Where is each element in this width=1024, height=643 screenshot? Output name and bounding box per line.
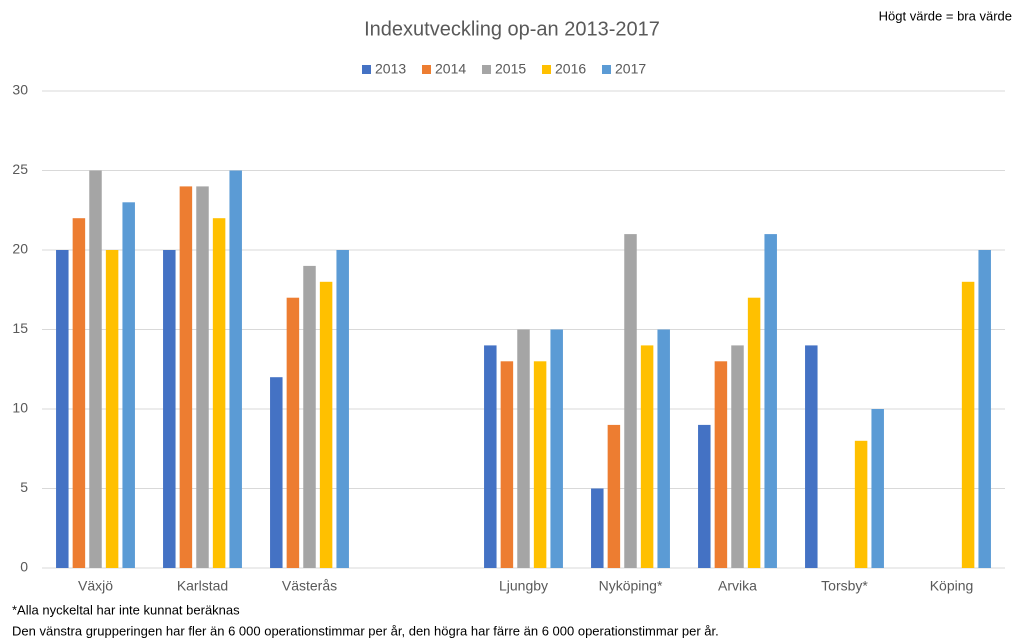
bar: [270, 377, 283, 568]
y-tick-label: 0: [20, 559, 28, 575]
bar: [624, 234, 637, 568]
legend-label: 2015: [495, 61, 526, 77]
bar: [533, 361, 547, 568]
annotation: Högt värde = bra värde: [879, 8, 1012, 23]
bar: [105, 250, 119, 568]
bar: [179, 186, 193, 568]
bar: [212, 218, 226, 568]
bar: [747, 297, 761, 568]
legend-swatch: [482, 65, 491, 74]
legend-label: 2013: [375, 61, 406, 77]
bar: [640, 345, 654, 568]
bar: [122, 202, 135, 569]
bar: [550, 329, 563, 568]
chart-title: Indexutveckling op-an 2013-2017: [364, 18, 660, 40]
bar: [336, 250, 349, 568]
bar: [319, 281, 333, 568]
legend-swatch: [362, 65, 371, 74]
bar: [517, 329, 530, 568]
legend-swatch: [602, 65, 611, 74]
bar: [607, 424, 621, 568]
bar: [871, 409, 884, 568]
bar: [286, 297, 300, 568]
footnote: Den vänstra grupperingen har fler än 6 0…: [12, 623, 719, 638]
x-tick-label: Växjö: [78, 578, 113, 594]
y-tick-label: 15: [12, 320, 28, 336]
bar: [978, 250, 991, 568]
legend-swatch: [542, 65, 551, 74]
bar: [89, 170, 102, 568]
bar: [854, 440, 868, 568]
bar: [196, 186, 209, 568]
bar: [303, 265, 316, 568]
bar: [805, 345, 818, 568]
bar: [72, 218, 86, 568]
bar: [764, 234, 777, 568]
bar: [657, 329, 670, 568]
legend-swatch: [422, 65, 431, 74]
x-tick-label: Köping: [930, 578, 974, 594]
x-tick-label: Arvika: [718, 578, 757, 594]
y-tick-label: 10: [12, 400, 28, 416]
x-tick-label: Västerås: [282, 578, 337, 594]
x-tick-label: Karlstad: [177, 578, 228, 594]
bar: [56, 250, 69, 568]
footnote: *Alla nyckeltal har inte kunnat beräknas: [12, 602, 240, 617]
y-tick-label: 20: [12, 241, 28, 257]
bar: [591, 488, 604, 568]
bar: [500, 361, 514, 568]
y-tick-label: 30: [12, 82, 28, 98]
bar: [163, 250, 176, 568]
legend-label: 2017: [615, 61, 646, 77]
bar: [731, 345, 744, 568]
legend-label: 2016: [555, 61, 586, 77]
bar: [698, 424, 711, 568]
x-tick-label: Torsby*: [821, 578, 868, 594]
y-tick-label: 5: [20, 479, 28, 495]
legend-label: 2014: [435, 61, 466, 77]
x-tick-label: Ljungby: [499, 578, 548, 594]
bar: [229, 170, 242, 568]
x-tick-label: Nyköping*: [599, 578, 663, 594]
bar: [961, 281, 975, 568]
bar: [714, 361, 728, 568]
y-tick-label: 25: [12, 161, 28, 177]
bar: [484, 345, 497, 568]
